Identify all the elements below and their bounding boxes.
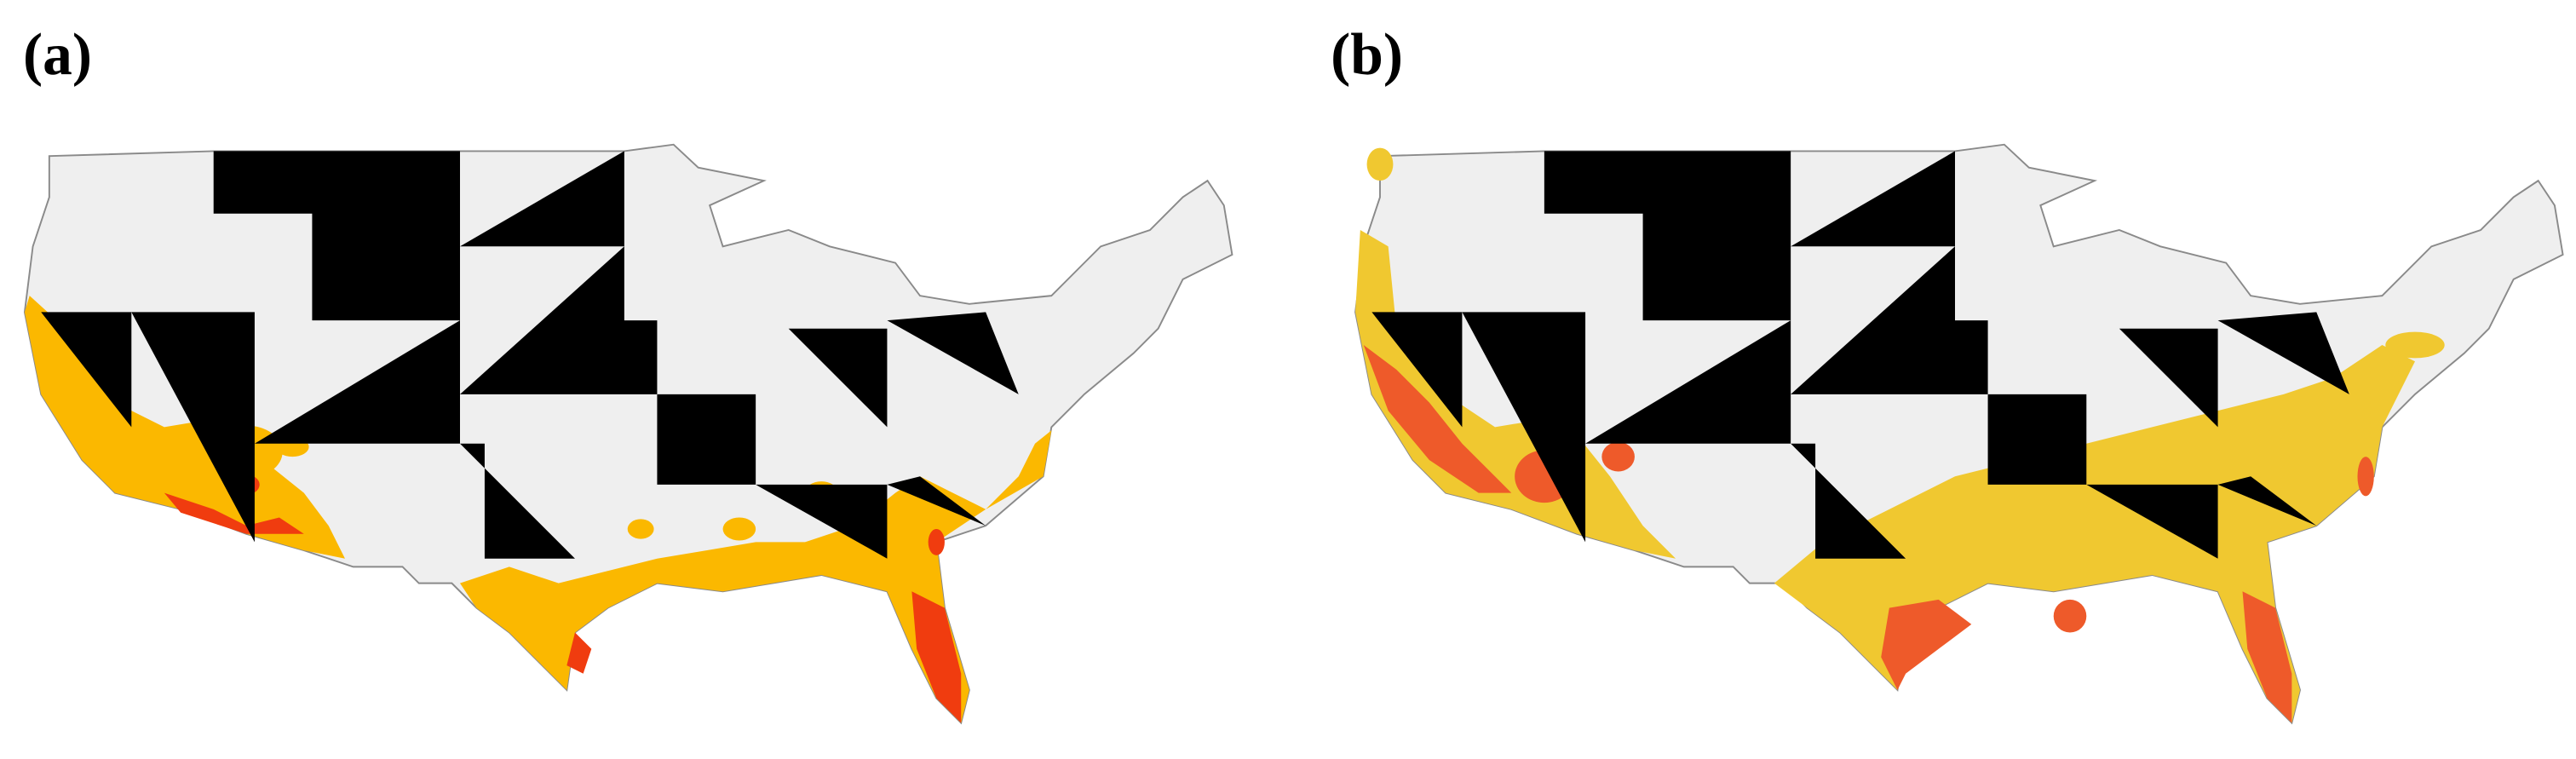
map-b (1354, 143, 2564, 724)
map-a (23, 143, 1233, 724)
panel-label: (b) (1331, 22, 1403, 88)
panel-label: (a) (23, 22, 92, 88)
